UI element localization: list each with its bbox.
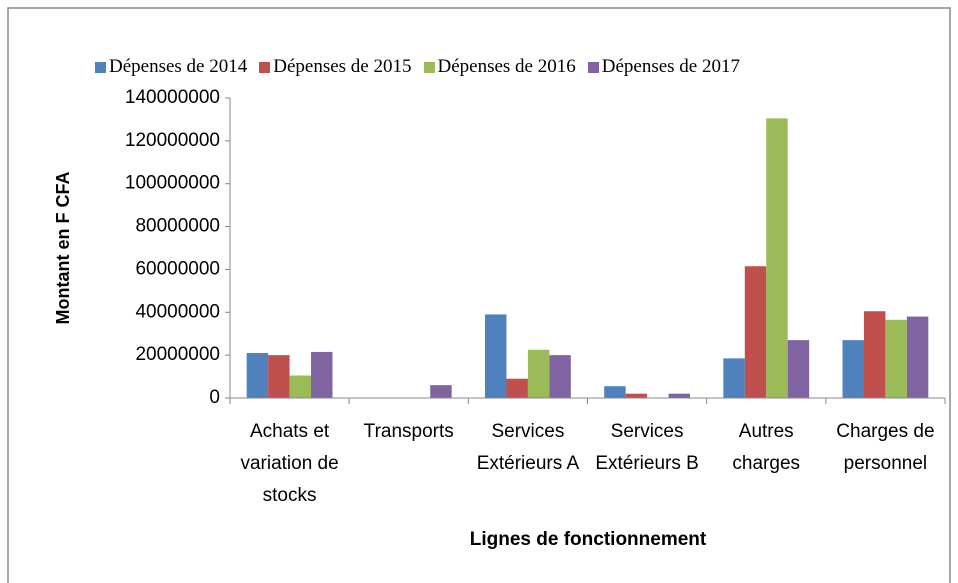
bar: [289, 375, 312, 398]
y-tick-label: 20000000: [135, 344, 220, 365]
legend-swatch: [259, 61, 271, 73]
y-tick-label: 140000000: [125, 87, 220, 108]
y-axis-title: Montant en F CFA: [53, 172, 73, 325]
bar: [766, 118, 788, 398]
legend-item: Dépenses de 2015: [259, 56, 412, 78]
legend-swatch: [587, 61, 599, 73]
legend-label: Dépenses de 2015: [273, 56, 412, 77]
y-tick-label: 120000000: [125, 130, 220, 151]
bar: [485, 314, 507, 398]
legend-label: Dépenses de 2017: [601, 56, 740, 77]
bar: [604, 386, 626, 398]
x-tick-label: Services Extérieurs A: [476, 421, 580, 474]
x-tick-label: Services Extérieurs B: [595, 421, 699, 474]
legend-item: Dépenses de 2016: [423, 56, 576, 78]
bar: [668, 393, 690, 398]
bar: [885, 319, 907, 398]
bar: [268, 355, 290, 398]
legend-label: Dépenses de 2014: [109, 56, 248, 77]
x-axis-title: Lignes de fonctionnement: [470, 529, 707, 550]
bar: [842, 340, 864, 398]
x-tick-label: Autres charges: [732, 421, 801, 474]
y-tick-label: 40000000: [135, 301, 220, 322]
legend-swatch: [423, 61, 435, 73]
y-tick-label: 60000000: [135, 258, 220, 279]
legend-item: Dépenses de 2017: [587, 56, 740, 78]
bar: [906, 316, 929, 398]
legend: Dépenses de 2014 Dépenses de 2015 Dépenses…: [95, 56, 740, 78]
y-tick-label: 0: [209, 387, 220, 408]
y-tick-label: 100000000: [125, 173, 220, 194]
x-tick-label: Achats et variation de stocks: [240, 421, 339, 506]
bar: [430, 385, 452, 398]
chart-frame: [7, 7, 951, 583]
bar: [723, 358, 745, 398]
bar: [625, 393, 648, 398]
bar: [744, 266, 767, 398]
bar: [787, 340, 810, 398]
x-tick-label: Transports: [363, 421, 454, 442]
legend-label: Dépenses de 2016: [437, 56, 576, 77]
legend-swatch: [95, 61, 106, 73]
bar: [311, 351, 333, 398]
y-tick-label: 80000000: [135, 216, 220, 237]
legend-item: Dépenses de 2014: [95, 56, 247, 78]
bar: [549, 355, 571, 398]
bar: [527, 349, 550, 398]
bar: [246, 353, 269, 398]
bar: [506, 378, 528, 398]
x-tick-label: Charges de personnel: [836, 421, 935, 474]
bar: [863, 311, 886, 398]
